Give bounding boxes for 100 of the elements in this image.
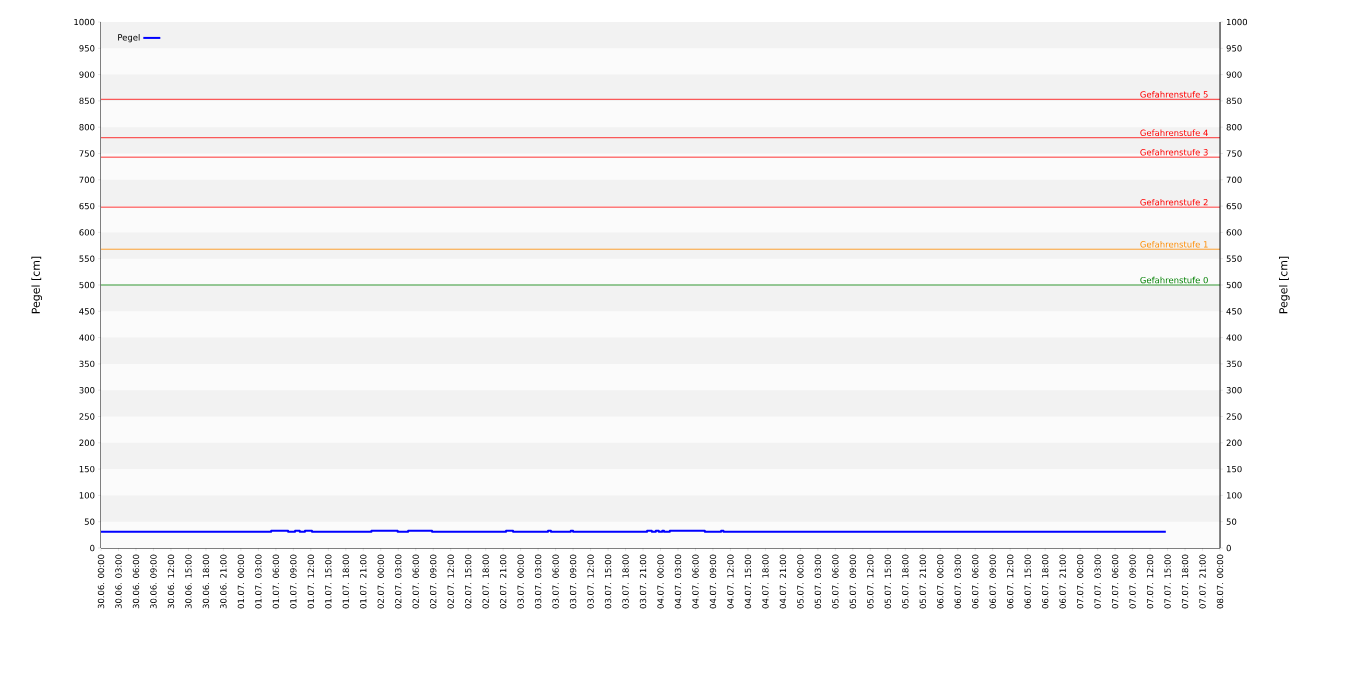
x-tick-label: 05.07. 15:00 [884, 554, 892, 609]
x-tick-label: 02.07. 15:00 [464, 554, 472, 609]
x-tick-label: 01.07. 06:00 [272, 554, 280, 609]
x-tick-label: 05.07. 18:00 [902, 554, 909, 609]
x-tick-label: 04.07. 18:00 [762, 554, 769, 609]
y-tick-label: 100 [79, 492, 95, 499]
y-tick-label: 450 [79, 308, 95, 315]
x-tick-label: 06.07. 21:00 [1059, 554, 1066, 609]
y2-tick-label: 500 [1226, 281, 1242, 289]
x-tick-label: 04.07. 21:00 [779, 554, 787, 609]
x-tick-label: 04.07. 03:00 [674, 554, 682, 609]
y-tick-label: 500 [79, 281, 95, 289]
y-tick-label: 400 [79, 334, 95, 341]
y-tick-label: 900 [79, 71, 95, 78]
x-tick-label: 03.07. 21:00 [639, 554, 647, 609]
x-tick-label: 01.07. 15:00 [325, 554, 332, 609]
x-tick-label: 04.07. 06:00 [692, 554, 699, 609]
y-tick-label: 250 [79, 413, 95, 420]
y2-tick-label: 300 [1226, 387, 1242, 394]
x-tick-label: 02.07. 18:00 [482, 554, 489, 609]
y-tick-label: 0 [90, 544, 95, 552]
y-tick-label: 600 [79, 229, 95, 236]
x-tick-label: 06.07. 03:00 [954, 554, 961, 609]
x-tick-label: 03.07. 06:00 [552, 554, 559, 609]
x-tick-label: 02.07. 03:00 [395, 554, 402, 609]
x-tick-label: 01.07. 09:00 [290, 554, 297, 609]
y2-tick-label: 1000 [1226, 18, 1248, 26]
x-tick-label: 03.07. 00:00 [517, 554, 524, 609]
y2-tick-label: 700 [1226, 176, 1242, 183]
y2-tick-label: 850 [1226, 97, 1242, 105]
ref-line-label: Gefahrenstufe 5 [1140, 91, 1208, 98]
y2-tick-label: 400 [1226, 334, 1242, 341]
x-tick-label: 30.06. 06:00 [132, 554, 140, 609]
x-tick-label: 04.07. 00:00 [657, 554, 664, 609]
y2-tick-label: 900 [1226, 71, 1242, 78]
legend-label: Pegel [118, 34, 140, 43]
x-tick-label: 06.07. 12:00 [1007, 554, 1014, 609]
x-tick-label: 02.07. 09:00 [430, 554, 437, 609]
x-tick-label: 01.07. 00:00 [237, 554, 245, 609]
y2-tick-label: 250 [1226, 413, 1242, 420]
x-tick-label: 06.07. 00:00 [937, 554, 944, 609]
ref-line-label: Gefahrenstufe 0 [1140, 276, 1208, 284]
x-tick-label: 03.07. 18:00 [622, 554, 629, 609]
x-tick-label: 05.07. 00:00 [797, 554, 804, 609]
y2-tick-label: 800 [1226, 123, 1242, 131]
x-tick-label: 01.07. 18:00 [342, 554, 349, 609]
y-tick-label: 50 [84, 518, 95, 525]
x-tick-label: 04.07. 12:00 [727, 554, 734, 609]
x-tick-label: 07.07. 03:00 [1094, 554, 1101, 609]
y-tick-label: 850 [79, 97, 95, 105]
ref-line-label: Gefahrenstufe 1 [1140, 240, 1208, 248]
x-tick-label: 03.07. 09:00 [569, 554, 577, 609]
y-tick-label: 750 [79, 150, 95, 157]
x-tick-label: 06.07. 15:00 [1024, 554, 1031, 609]
x-tick-label: 30.06. 12:00 [167, 554, 175, 609]
y2-tick-label: 150 [1226, 465, 1242, 473]
y2-tick-label: 50 [1226, 518, 1237, 525]
y2-tick-label: 750 [1226, 150, 1242, 157]
y2-tick-label: 550 [1226, 255, 1242, 262]
x-tick-label: 03.07. 15:00 [604, 554, 612, 609]
x-tick-label: 30.06. 09:00 [150, 554, 157, 609]
y2-tick-label: 100 [1226, 492, 1242, 499]
y2-tick-label: 600 [1226, 229, 1242, 236]
x-tick-label: 05.07. 09:00 [849, 554, 857, 609]
y2-tick-label: 950 [1226, 45, 1242, 52]
x-tick-label: 08.07. 00:00 [1216, 554, 1224, 609]
x-tick-label: 07.07. 21:00 [1199, 554, 1206, 609]
x-tick-label: 07.07. 18:00 [1181, 554, 1189, 609]
y-tick-label: 800 [79, 123, 95, 131]
x-tick-label: 30.06. 15:00 [185, 554, 192, 609]
x-tick-label: 06.07. 09:00 [989, 554, 996, 609]
x-tick-label: 07.07. 06:00 [1111, 554, 1119, 609]
x-tick-label: 07.07. 15:00 [1164, 554, 1171, 609]
y-tick-label: 1000 [74, 18, 95, 26]
y-tick-label: 300 [79, 387, 95, 394]
y2-tick-label: 0 [1226, 544, 1231, 552]
x-tick-label: 03.07. 12:00 [587, 554, 594, 609]
x-tick-label: 02.07. 00:00 [377, 554, 384, 609]
x-tick-label: 05.07. 06:00 [832, 554, 839, 609]
y2-tick-label: 350 [1226, 360, 1242, 368]
x-tick-label: 06.07. 18:00 [1041, 554, 1049, 609]
x-tick-label: 01.07. 03:00 [255, 554, 262, 609]
x-tick-label: 30.06. 03:00 [115, 554, 122, 609]
y-tick-label: 150 [79, 465, 95, 473]
x-tick-label: 02.07. 21:00 [499, 554, 507, 609]
ref-line-label: Gefahrenstufe 4 [1140, 129, 1208, 137]
x-tick-label: 30.06. 18:00 [202, 554, 210, 609]
x-tick-label: 30.06. 00:00 [97, 554, 105, 609]
x-tick-label: 07.07. 12:00 [1146, 554, 1154, 609]
x-tick-label: 01.07. 12:00 [307, 554, 315, 609]
x-tick-label: 03.07. 03:00 [534, 554, 542, 609]
x-tick-label: 01.07. 21:00 [360, 554, 367, 609]
y-tick-label: 950 [79, 45, 95, 52]
x-tick-label: 07.07. 09:00 [1129, 554, 1136, 609]
y-axis-title: Pegel [cm] [31, 256, 43, 314]
y-tick-label: 350 [79, 360, 95, 368]
x-tick-label: 05.07. 03:00 [814, 554, 822, 609]
x-tick-label: 02.07. 06:00 [412, 554, 419, 609]
x-tick-label: 30.06. 21:00 [220, 554, 227, 609]
y-tick-label: 550 [79, 255, 95, 262]
